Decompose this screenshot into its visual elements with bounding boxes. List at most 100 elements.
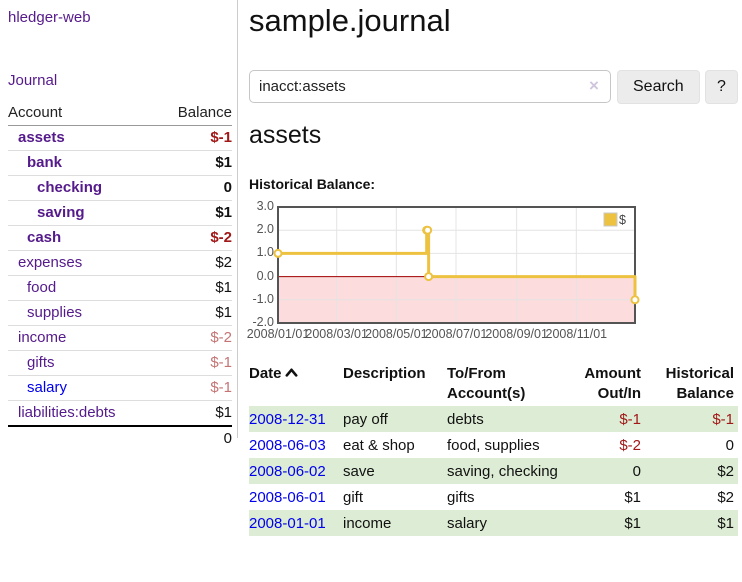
transaction-description: gift [343, 489, 364, 506]
account-link[interactable]: liabilities:debts [18, 404, 116, 421]
accounts-total: 0 [156, 425, 232, 451]
account-page-title: assets [249, 121, 322, 149]
register-header-amount: Amount Out/In [584, 365, 641, 402]
account-link[interactable]: cash [27, 229, 62, 246]
transaction-date-link[interactable]: 2008-01-01 [249, 515, 326, 532]
account-balance: 0 [156, 175, 232, 201]
transaction-accounts: saving, checking [447, 458, 563, 484]
account-row: assets $-1 [8, 126, 232, 151]
transaction-row: 2008-06-01 gift gifts $1 $2 [249, 484, 738, 510]
register-header-row: Date Description To/From Account(s) Amou… [249, 362, 738, 406]
register-header-balance: Historical Balance [665, 365, 734, 402]
accounts-total-row: 0 [8, 425, 232, 451]
account-link[interactable]: bank [27, 154, 63, 171]
accounts-header-row: Account Balance [8, 103, 232, 126]
accounts-table: Account Balance assets $-1 bank $1 checkin… [8, 103, 232, 451]
x-axis-label: 2008/03/01 [305, 327, 368, 341]
y-axis-label: 2.0 [256, 222, 274, 237]
y-axis-label: 1.0 [256, 245, 274, 260]
transaction-accounts: food, supplies [447, 437, 540, 454]
account-link[interactable]: gifts [27, 354, 55, 371]
chart-plot-area: $ [273, 206, 640, 324]
transaction-amount: $1 [624, 489, 641, 506]
transaction-accounts: salary [447, 510, 563, 536]
help-button[interactable]: ? [705, 70, 738, 104]
y-axis-label: 3.0 [256, 199, 274, 213]
account-balance: $-1 [210, 129, 232, 146]
transaction-date-link[interactable]: 2008-06-01 [249, 489, 326, 506]
transaction-balance: $-1 [645, 406, 738, 432]
account-row: expenses $2 [8, 250, 232, 276]
chart-title: Historical Balance: [249, 176, 376, 192]
brand-link[interactable]: hledger-web [8, 9, 91, 26]
main-content: sample.journal × Search ? assets Histori… [247, 0, 738, 582]
y-axis-label: -2.0 [252, 315, 274, 329]
account-balance: $-1 [156, 350, 232, 376]
account-balance: $2 [156, 250, 232, 276]
search-input[interactable] [249, 70, 611, 103]
transaction-amount: $-2 [619, 437, 641, 454]
register-header-description: Description [343, 365, 426, 382]
account-row: income $-2 [8, 325, 232, 351]
x-axis-label: 2008/07/01 [424, 327, 488, 341]
account-balance: $-1 [156, 375, 232, 401]
transaction-row: 2008-06-03 eat & shop food, supplies $-2 0 [249, 432, 738, 458]
account-row: liabilities:debts $1 [8, 400, 232, 426]
clear-search-icon[interactable]: × [589, 76, 599, 95]
transaction-date-link[interactable]: 2008-06-03 [249, 437, 326, 454]
account-balance: $1 [156, 300, 232, 326]
x-axis-label: 2008/09/01 [485, 327, 548, 341]
account-balance: $-2 [156, 225, 232, 251]
sidebar-divider [237, 0, 238, 438]
transaction-date-link[interactable]: 2008-12-31 [249, 411, 326, 428]
transaction-row: 2008-12-31 pay off debts $-1 $-1 [249, 406, 738, 432]
account-link[interactable]: saving [37, 204, 85, 221]
transaction-amount: $-1 [563, 406, 645, 432]
account-link[interactable]: supplies [27, 304, 83, 321]
transaction-balance: $2 [645, 458, 738, 484]
account-row: cash $-2 [8, 225, 232, 251]
transaction-description: income [343, 510, 447, 536]
account-row: gifts $-1 [8, 350, 232, 376]
x-axis-label: 2008/05/01 [365, 327, 428, 341]
register-header-date[interactable]: Date [249, 362, 343, 406]
account-row: supplies $1 [8, 300, 232, 326]
transaction-description: eat & shop [343, 437, 415, 454]
account-balance: $1 [156, 150, 232, 176]
account-link[interactable]: income [18, 329, 67, 346]
account-link[interactable]: assets [18, 129, 65, 146]
account-link[interactable]: food [27, 279, 57, 296]
search-bar: × Search ? [249, 70, 738, 104]
transaction-balance: $2 [717, 489, 734, 506]
accounts-header-balance: Balance [156, 103, 232, 126]
sidebar-item-journal[interactable]: Journal [8, 72, 58, 89]
historical-balance-chart: $ 3.0 2.0 1.0 0.0 -1.0 -2.0 2008/01/01 2008/03/… [247, 199, 738, 352]
transaction-description: save [343, 458, 447, 484]
sort-ascending-icon [285, 368, 298, 377]
x-axis-label: 2008/11/01 [545, 327, 608, 341]
account-row: food $1 [8, 275, 232, 301]
search-button[interactable]: Search [617, 70, 700, 104]
account-row: bank $1 [8, 150, 232, 176]
account-row: saving $1 [8, 200, 232, 226]
register-table: Date Description To/From Account(s) Amou… [249, 362, 738, 536]
transaction-balance: $1 [645, 510, 738, 536]
accounts-header-account: Account [8, 103, 157, 126]
transaction-balance: 0 [725, 437, 734, 454]
svg-text:$: $ [619, 213, 626, 227]
account-link[interactable]: expenses [18, 254, 83, 271]
page-title: sample.journal [249, 3, 451, 38]
register-header-accounts: To/From Account(s) [447, 365, 526, 402]
account-balance: $1 [156, 275, 232, 301]
transaction-accounts: debts [447, 406, 563, 432]
transaction-row: 2008-01-01 income salary $1 $1 [249, 510, 738, 536]
transaction-accounts: gifts [447, 489, 475, 506]
transaction-amount: $1 [563, 510, 645, 536]
transaction-description: pay off [343, 406, 447, 432]
account-row: checking 0 [8, 175, 232, 201]
account-link[interactable]: checking [37, 179, 103, 196]
y-axis-label: -1.0 [252, 291, 274, 306]
transaction-date-link[interactable]: 2008-06-02 [249, 463, 326, 480]
account-link[interactable]: salary [27, 379, 68, 396]
